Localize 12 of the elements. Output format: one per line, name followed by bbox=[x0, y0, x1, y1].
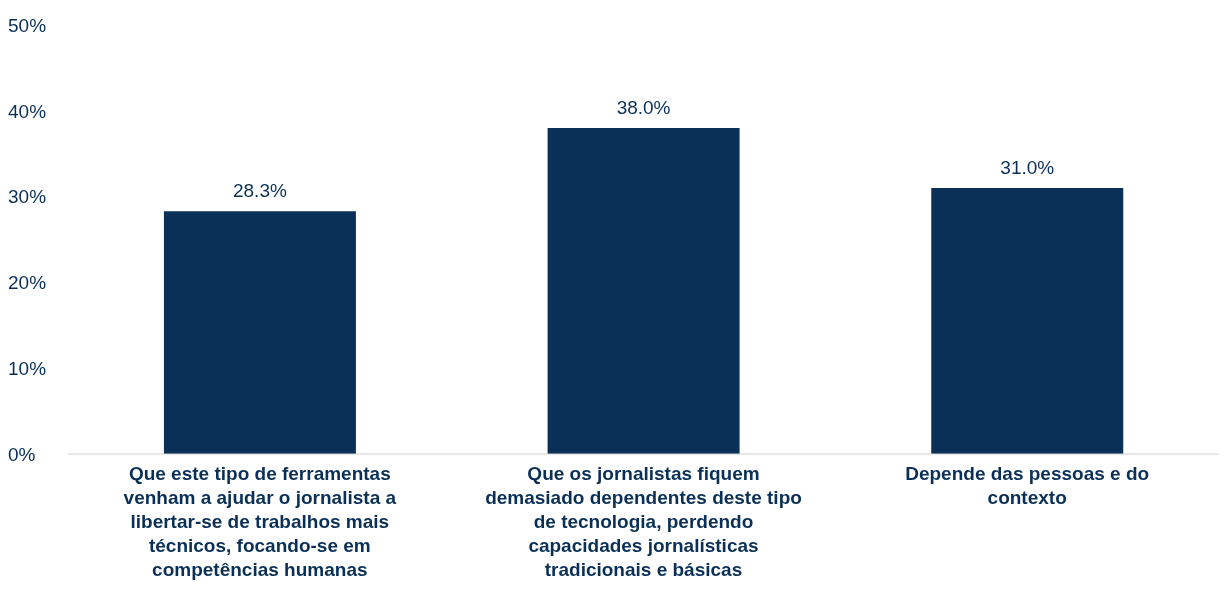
data-label: 31.0% bbox=[1000, 157, 1055, 179]
y-tick-label: 50% bbox=[8, 14, 47, 36]
x-tick-label: Que este tipo de ferramentas venham a ajudar o jornalista a libertar-se de trabalhos mais técnicos, focando-se em competências humanas bbox=[123, 463, 397, 580]
x-tick-label: Depende das pessoas e do contexto bbox=[905, 463, 1150, 508]
y-tick-label: 20% bbox=[8, 272, 47, 294]
data-label: 28.3% bbox=[232, 180, 287, 202]
y-tick-label: 40% bbox=[8, 100, 47, 122]
y-tick-label: 30% bbox=[8, 186, 47, 208]
y-tick-label: 10% bbox=[8, 357, 47, 379]
x-tick-label: Que os jornalistas fiquem demasiado dependentes deste tipo de tecnologia, perdendo capacidades jornalísticas tradicionais e básicas bbox=[485, 463, 802, 580]
data-label: 38.0% bbox=[616, 96, 671, 118]
y-tick-label: 0% bbox=[8, 443, 36, 465]
